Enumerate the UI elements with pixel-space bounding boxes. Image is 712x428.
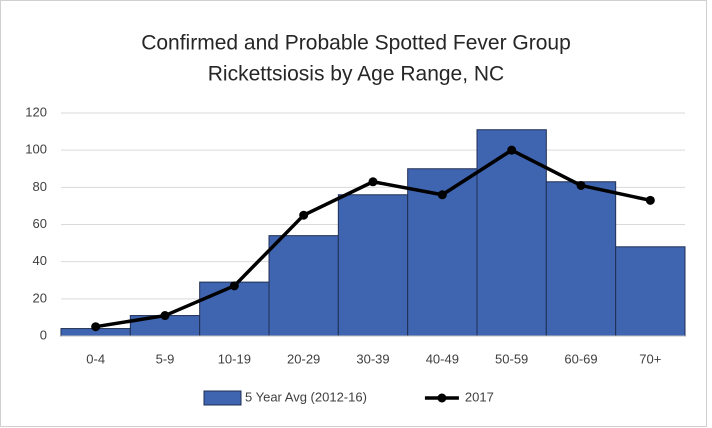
chart-title: Rickettsiosis by Age Range, NC <box>208 63 504 86</box>
point <box>645 195 655 205</box>
y-tick-label: 120 <box>25 104 47 119</box>
legend-label: 5 Year Avg (2012-16) <box>245 389 367 404</box>
point <box>437 190 447 200</box>
bar <box>268 235 339 337</box>
y-tick-label: 40 <box>33 253 47 268</box>
x-tick-label: 20-29 <box>287 351 320 366</box>
point <box>368 177 378 187</box>
legend-label: 2017 <box>465 389 494 404</box>
y-tick-label: 20 <box>33 290 47 305</box>
y-tick-label: 60 <box>33 216 47 231</box>
legend-swatch <box>203 390 242 406</box>
x-tick-label: 70+ <box>639 351 661 366</box>
point <box>576 180 586 190</box>
bar <box>615 246 686 337</box>
point <box>299 210 309 220</box>
x-tick-label: 40-49 <box>426 351 459 366</box>
y-tick-label: 80 <box>33 179 47 194</box>
x-tick-label: 30-39 <box>356 351 389 366</box>
x-tick-label: 5-9 <box>156 351 175 366</box>
chart-title: Confirmed and Probable Spotted Fever Gro… <box>141 32 571 55</box>
y-tick-label: 100 <box>25 142 47 157</box>
y-tick-label: 0 <box>40 327 47 342</box>
point <box>507 145 517 155</box>
x-tick-label: 60-69 <box>564 351 597 366</box>
point <box>160 311 170 321</box>
point <box>91 322 101 332</box>
x-tick-label: 10-19 <box>218 351 251 366</box>
bar <box>337 194 409 337</box>
x-tick-label: 0-4 <box>86 351 105 366</box>
legend-marker <box>437 393 447 403</box>
x-tick-label: 50-59 <box>495 351 528 366</box>
bar <box>545 181 617 337</box>
point <box>229 281 239 291</box>
